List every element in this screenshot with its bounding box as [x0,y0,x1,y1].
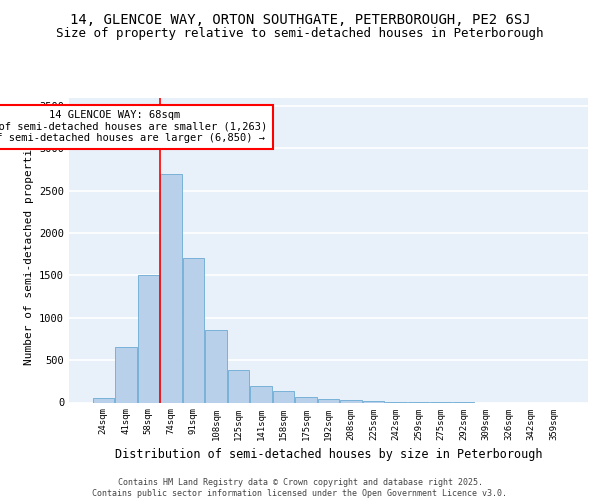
Bar [273,392,294,402]
Bar [250,386,272,402]
Text: Contains HM Land Registry data © Crown copyright and database right 2025.
Contai: Contains HM Land Registry data © Crown c… [92,478,508,498]
Bar [182,258,204,402]
Bar [115,346,137,403]
Bar [295,397,317,402]
Bar [137,276,159,402]
Bar [160,174,182,402]
Bar [205,330,227,402]
Bar [318,398,339,402]
X-axis label: Distribution of semi-detached houses by size in Peterborough: Distribution of semi-detached houses by … [115,448,542,461]
Bar [340,400,362,402]
Y-axis label: Number of semi-detached properties: Number of semi-detached properties [23,135,34,365]
Text: Size of property relative to semi-detached houses in Peterborough: Size of property relative to semi-detach… [56,28,544,40]
Text: 14 GLENCOE WAY: 68sqm
← 15% of semi-detached houses are smaller (1,263)
83% of s: 14 GLENCOE WAY: 68sqm ← 15% of semi-deta… [0,110,268,144]
Text: 14, GLENCOE WAY, ORTON SOUTHGATE, PETERBOROUGH, PE2 6SJ: 14, GLENCOE WAY, ORTON SOUTHGATE, PETERB… [70,12,530,26]
Bar [228,370,249,402]
Bar [363,401,384,402]
Bar [92,398,114,402]
